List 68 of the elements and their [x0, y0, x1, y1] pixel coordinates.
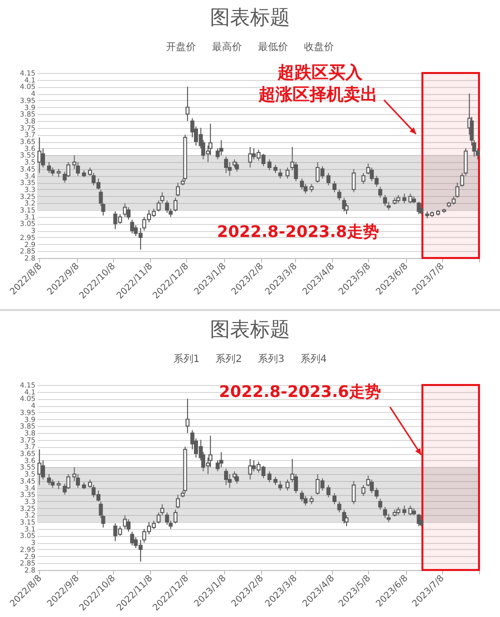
- candlestick: [408, 505, 412, 516]
- candlestick: [402, 505, 406, 516]
- candlestick: [278, 168, 282, 180]
- candlestick: [165, 512, 170, 526]
- candlestick: [219, 452, 224, 468]
- candlestick: [300, 178, 304, 190]
- text: 系列1: [173, 352, 200, 366]
- candlestick: [186, 86, 190, 122]
- candlestick: [234, 162, 239, 172]
- candlestick: [122, 514, 127, 530]
- candlestick: [186, 398, 190, 434]
- candlestick: [361, 172, 366, 184]
- candlestick: [278, 480, 282, 492]
- text: 开盘价: [166, 41, 196, 54]
- candlestick: [286, 167, 290, 180]
- candlestick: [352, 480, 356, 505]
- candlestick: [383, 506, 388, 518]
- candlestick: [332, 492, 336, 505]
- candlestick: [286, 479, 290, 492]
- candlestick: [130, 219, 134, 234]
- candlestick: [267, 470, 272, 483]
- text: 系列4: [300, 352, 327, 366]
- text: 最高价: [212, 40, 242, 54]
- annotation: 2022.8-2023.6走势: [218, 382, 382, 403]
- candlestick: [219, 140, 224, 156]
- chart-title: 图表标题: [209, 316, 291, 343]
- candlestick: [383, 194, 388, 206]
- annotation: 超涨区择机卖出: [258, 84, 378, 106]
- text: 系列3: [258, 352, 284, 366]
- candlestick: [419, 202, 424, 215]
- candlestick: [248, 458, 252, 480]
- candlestick: [47, 162, 52, 174]
- candlestick: [224, 156, 228, 174]
- candlestick: [122, 202, 127, 218]
- candlestick: [332, 180, 336, 193]
- annotation: 超跌区买入: [278, 62, 362, 84]
- text: 收盘价: [304, 41, 334, 54]
- candlestick: [378, 186, 382, 198]
- candlestick: [37, 448, 42, 486]
- text: 最低价: [258, 41, 288, 54]
- candlestick: [234, 474, 239, 484]
- annotation: 2022.8-2023.8走势: [216, 222, 380, 243]
- candlestick: [408, 193, 412, 204]
- candlestick: [126, 518, 131, 532]
- candlestick: [337, 188, 342, 201]
- candlestick: [326, 484, 330, 498]
- candlestick: [174, 197, 178, 212]
- text: 系列2: [216, 352, 242, 366]
- candlestick: [337, 500, 342, 513]
- candlestick: [165, 200, 170, 214]
- candlestick: [378, 498, 382, 510]
- chart-title: 图表标题: [209, 4, 291, 31]
- candlestick: [402, 193, 406, 204]
- candlestick: [176, 182, 180, 197]
- candlestick: [174, 509, 178, 524]
- candlestick: [126, 206, 131, 220]
- candlestick: [300, 490, 304, 502]
- candlestick: [130, 531, 134, 546]
- candlestick: [419, 514, 424, 527]
- candlestick: [352, 168, 356, 193]
- candlestick: [361, 484, 366, 496]
- candlestick: [248, 146, 252, 168]
- candlestick: [267, 158, 272, 171]
- candlestick: [326, 172, 330, 186]
- candlestick: [224, 468, 228, 486]
- candlestick: [176, 494, 180, 509]
- candlestick: [47, 474, 52, 486]
- candlestick: [37, 136, 42, 174]
